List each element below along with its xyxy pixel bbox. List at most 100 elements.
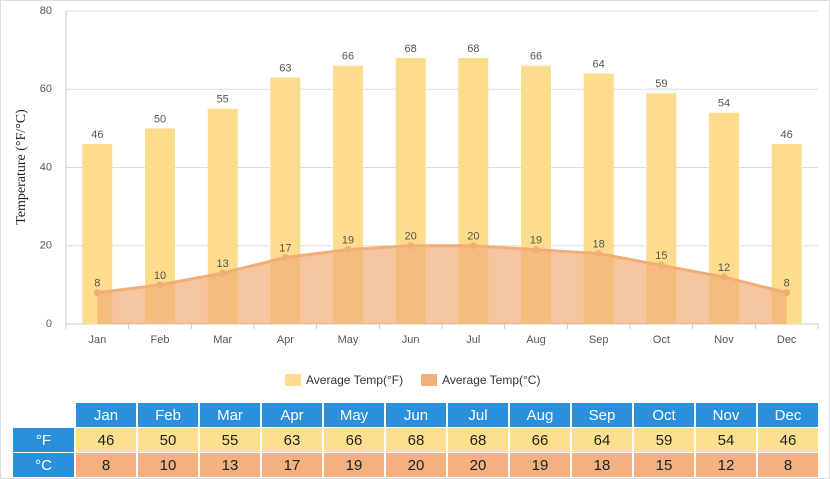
- data-label: 19: [530, 235, 542, 247]
- x-tick-label: Dec: [777, 334, 797, 346]
- table-cell: 66: [510, 428, 572, 453]
- data-label: 10: [154, 270, 166, 282]
- table-cell: 17: [262, 453, 324, 478]
- data-label: 46: [91, 129, 103, 141]
- point: [93, 289, 101, 297]
- legend-swatch: [421, 374, 438, 386]
- table-cell: 19: [510, 453, 572, 478]
- x-tick-label: Oct: [653, 334, 670, 346]
- y-tick-label: 0: [46, 318, 52, 330]
- x-tick-label: Jan: [88, 334, 106, 346]
- table-cell: 12: [696, 453, 758, 478]
- table-cell: 18: [572, 453, 634, 478]
- table-header: Sep: [572, 403, 634, 428]
- data-label: 13: [217, 258, 229, 270]
- y-tick-label: 20: [40, 240, 52, 252]
- table-cell: 8: [758, 453, 820, 478]
- data-label: 17: [279, 242, 291, 254]
- table-header: Jan: [76, 403, 138, 428]
- point: [720, 273, 728, 281]
- x-tick-label: Jul: [466, 334, 480, 346]
- data-label: 12: [718, 262, 730, 274]
- point: [595, 250, 603, 258]
- table-header: Apr: [262, 403, 324, 428]
- table-cell: 64: [572, 428, 634, 453]
- table-header: Oct: [634, 403, 696, 428]
- y-tick-label: 40: [40, 161, 52, 173]
- point: [407, 242, 415, 250]
- data-label: 8: [94, 278, 100, 290]
- row-label: °C: [13, 453, 76, 478]
- point: [657, 261, 665, 269]
- table-cell: 20: [448, 453, 510, 478]
- area-fill: [97, 245, 787, 324]
- data-label: 20: [405, 231, 417, 243]
- table-header: May: [324, 403, 386, 428]
- data-label: 15: [655, 250, 667, 262]
- x-tick-label: Apr: [277, 334, 294, 346]
- data-label: 54: [718, 98, 730, 110]
- x-tick-label: Jun: [402, 334, 420, 346]
- data-label: 64: [593, 59, 605, 71]
- table-header: Dec: [758, 403, 820, 428]
- point: [532, 246, 540, 254]
- point: [469, 242, 477, 250]
- table-cell: 59: [634, 428, 696, 453]
- table-header: Mar: [200, 403, 262, 428]
- table-cell: 55: [200, 428, 262, 453]
- data-label: 68: [405, 43, 417, 55]
- table-cell: 50: [138, 428, 200, 453]
- data-label: 68: [467, 43, 479, 55]
- table-header: Aug: [510, 403, 572, 428]
- y-tick-label: 60: [40, 83, 52, 95]
- data-label: 50: [154, 113, 166, 125]
- point: [219, 269, 227, 277]
- table-header: Nov: [696, 403, 758, 428]
- table-cell: 15: [634, 453, 696, 478]
- y-tick-label: 80: [40, 5, 52, 17]
- x-tick-label: Nov: [714, 334, 734, 346]
- table-cell: 46: [758, 428, 820, 453]
- table-header: Jul: [448, 403, 510, 428]
- data-label: 66: [342, 51, 354, 63]
- table-cell: 54: [696, 428, 758, 453]
- table-cell: 46: [76, 428, 138, 453]
- table-header: Feb: [138, 403, 200, 428]
- data-label: 19: [342, 235, 354, 247]
- data-label: 46: [781, 129, 793, 141]
- x-tick-label: Mar: [213, 334, 232, 346]
- legend-label: Average Temp(°C): [442, 373, 540, 387]
- table-cell: 10: [138, 453, 200, 478]
- line: [97, 244, 788, 295]
- data-label: 55: [217, 94, 229, 106]
- table-cell: 8: [76, 453, 138, 478]
- point: [281, 253, 289, 261]
- legend-label: Average Temp(°F): [306, 373, 403, 387]
- legend-swatch: [285, 374, 301, 386]
- x-tick-label: Aug: [526, 334, 546, 346]
- x-tick-label: Sep: [589, 334, 609, 346]
- table-cell: 19: [324, 453, 386, 478]
- chart: Temperature (°F/°C) 0 20 40 60 80 Jan Feb Mar Ap…: [14, 5, 819, 387]
- data-label: 18: [593, 238, 605, 250]
- table-cell: 13: [200, 453, 262, 478]
- point: [783, 289, 791, 297]
- table-header: Jun: [386, 403, 448, 428]
- table-cell: 68: [448, 428, 510, 453]
- point: [344, 246, 352, 254]
- y-axis-label: Temperature (°F/°C): [14, 109, 29, 225]
- table-cell: 66: [324, 428, 386, 453]
- table-cell: 68: [386, 428, 448, 453]
- x-tick-label: Feb: [151, 334, 170, 346]
- table-cell: 63: [262, 428, 324, 453]
- data-label: 66: [530, 51, 542, 63]
- data-label: 59: [655, 78, 667, 90]
- data-label: 63: [279, 62, 291, 74]
- point: [156, 281, 164, 289]
- x-tick-label: May: [338, 334, 359, 346]
- row-label: °F: [13, 428, 76, 453]
- data-label: 20: [467, 231, 479, 243]
- table-cell: 20: [386, 453, 448, 478]
- data-label: 8: [784, 278, 790, 290]
